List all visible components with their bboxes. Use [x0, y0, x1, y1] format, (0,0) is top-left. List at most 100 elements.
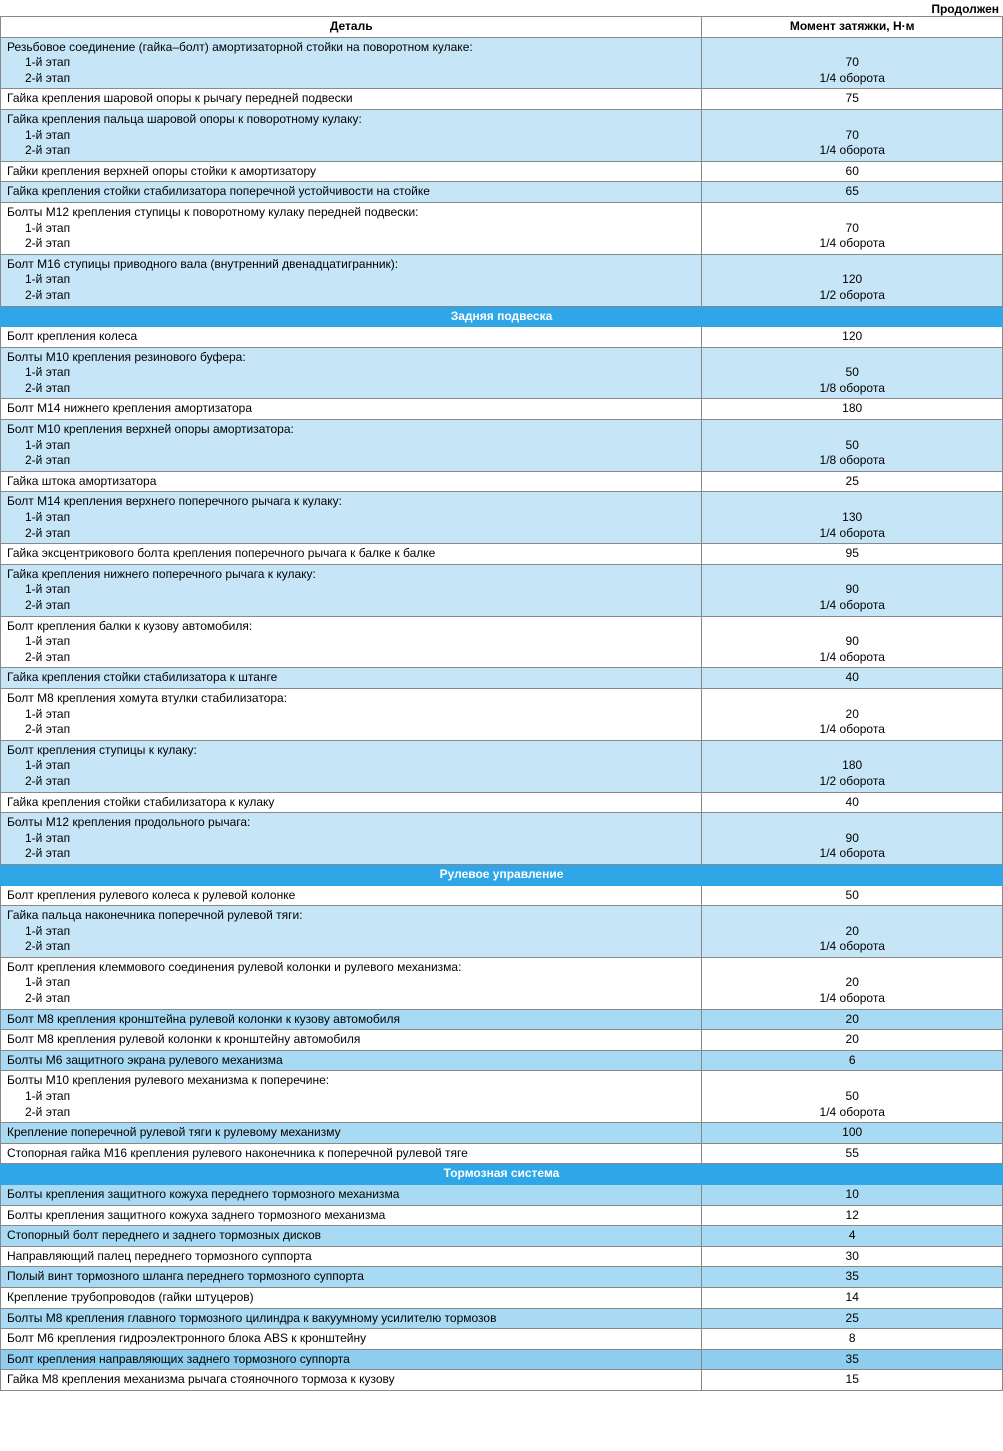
detail-cell: Болт М10 крепления верхней опоры амортиз… — [1, 420, 702, 472]
value-line: 1/4 оборота — [708, 991, 996, 1007]
value-cell: 60 — [702, 161, 1003, 182]
value-cell: 50 — [702, 885, 1003, 906]
value-line: 1/4 оборота — [708, 598, 996, 614]
detail-line-main: Болты М10 крепления резинового буфера: — [7, 350, 246, 364]
value-cell: 20 — [702, 1009, 1003, 1030]
value-cell: 75 — [702, 89, 1003, 110]
detail-cell: Гайка крепления пальца шаровой опоры к п… — [1, 109, 702, 161]
value-line: 1/4 оборота — [708, 143, 996, 159]
detail-line-sub: 1-й этап — [7, 582, 695, 598]
table-row: Болт крепления колеса120 — [1, 327, 1003, 348]
value-line: 70 — [708, 221, 996, 237]
detail-cell: Болт крепления балки к кузову автомобиля… — [1, 616, 702, 668]
table-row: Болты М12 крепления ступицы к поворотном… — [1, 202, 1003, 254]
detail-line-main: Болт М8 крепления хомута втулки стабилиз… — [7, 691, 287, 705]
value-cell: 65 — [702, 182, 1003, 203]
value-cell: 120 — [702, 327, 1003, 348]
detail-line-sub: 2-й этап — [7, 598, 695, 614]
detail-line-sub: 1-й этап — [7, 634, 695, 650]
detail-line-sub: 1-й этап — [7, 272, 695, 288]
detail-cell: Болты М6 защитного экрана рулевого механ… — [1, 1050, 702, 1071]
detail-line-main: Болт М10 крепления верхней опоры амортиз… — [7, 422, 294, 436]
value-cell: 4 — [702, 1226, 1003, 1247]
value-line: 1/4 оборота — [708, 846, 996, 862]
value-line: 20 — [708, 707, 996, 723]
detail-cell: Болт крепления рулевого колеса к рулевой… — [1, 885, 702, 906]
value-cell: 501/4 оборота — [702, 1071, 1003, 1123]
detail-line-sub: 2-й этап — [7, 453, 695, 469]
value-cell: 55 — [702, 1143, 1003, 1164]
section-header-label: Тормозная система — [1, 1164, 1003, 1185]
table-row: Гайка крепления стойки стабилизатора поп… — [1, 182, 1003, 203]
value-line — [708, 494, 996, 510]
value-cell: 95 — [702, 544, 1003, 565]
detail-cell: Болты М10 крепления рулевого механизма к… — [1, 1071, 702, 1123]
value-line: 120 — [708, 272, 996, 288]
value-line: 1/4 оборота — [708, 939, 996, 955]
detail-line-main: Болты М12 крепления ступицы к поворотном… — [7, 205, 419, 219]
detail-cell: Гайка пальца наконечника поперечной руле… — [1, 906, 702, 958]
table-row: Полый винт тормозного шланга переднего т… — [1, 1267, 1003, 1288]
table-row: Болт М14 нижнего крепления амортизатора1… — [1, 399, 1003, 420]
detail-cell: Болт М16 ступицы приводного вала (внутре… — [1, 254, 702, 306]
value-cell: 701/4 оборота — [702, 202, 1003, 254]
value-cell: 100 — [702, 1123, 1003, 1144]
detail-cell: Болты М12 крепления продольного рычага: 1… — [1, 813, 702, 865]
value-cell: 35 — [702, 1349, 1003, 1370]
value-line: 1/4 оборота — [708, 650, 996, 666]
value-line: 1/2 оборота — [708, 774, 996, 790]
value-line — [708, 350, 996, 366]
detail-line-sub: 2-й этап — [7, 71, 695, 87]
detail-line-sub: 2-й этап — [7, 722, 695, 738]
value-line: 130 — [708, 510, 996, 526]
detail-line-main: Гайка крепления пальца шаровой опоры к п… — [7, 112, 362, 126]
detail-line-main: Болты М10 крепления рулевого механизма к… — [7, 1073, 329, 1087]
value-line — [708, 422, 996, 438]
value-cell: 12 — [702, 1205, 1003, 1226]
table-row: Крепление трубопроводов (гайки штуцеров)… — [1, 1287, 1003, 1308]
value-line: 70 — [708, 55, 996, 71]
table-row: Болты М8 крепления главного тормозного ц… — [1, 1308, 1003, 1329]
detail-line-sub: 1-й этап — [7, 758, 695, 774]
value-cell: 35 — [702, 1267, 1003, 1288]
table-row: Гайка крепления стойки стабилизатора к ш… — [1, 668, 1003, 689]
value-line: 20 — [708, 975, 996, 991]
value-line — [708, 960, 996, 976]
value-line: 1/8 оборота — [708, 453, 996, 469]
detail-line-main: Болт крепления клеммового соединения рул… — [7, 960, 461, 974]
value-cell: 10 — [702, 1185, 1003, 1206]
table-row: Болт крепления балки к кузову автомобиля… — [1, 616, 1003, 668]
detail-cell: Болты М8 крепления главного тормозного ц… — [1, 1308, 702, 1329]
table-row: Гайка крепления стойки стабилизатора к к… — [1, 792, 1003, 813]
detail-cell: Болт крепления ступицы к кулаку:1-й этап… — [1, 740, 702, 792]
detail-line-sub: 1-й этап — [7, 1089, 695, 1105]
value-cell: 180 — [702, 399, 1003, 420]
detail-line-main: Болты М12 крепления продольного рычага: — [7, 815, 250, 829]
value-line: 70 — [708, 128, 996, 144]
value-cell: 201/4 оборота — [702, 957, 1003, 1009]
detail-cell: Крепление трубопроводов (гайки штуцеров) — [1, 1287, 702, 1308]
detail-cell: Болт М6 крепления гидроэлектронного блок… — [1, 1329, 702, 1350]
value-line — [708, 567, 996, 583]
detail-cell: Болт М8 крепления кронштейна рулевой кол… — [1, 1009, 702, 1030]
detail-line-sub: 2-й этап — [7, 143, 695, 159]
detail-line-sub: 1-й этап — [7, 221, 695, 237]
detail-cell: Гайки крепления верхней опоры стойки к а… — [1, 161, 702, 182]
value-line — [708, 205, 996, 221]
detail-line-sub: 2-й этап — [7, 236, 695, 252]
value-cell: 20 — [702, 1030, 1003, 1051]
value-cell: 14 — [702, 1287, 1003, 1308]
detail-cell: Болт М14 крепления верхнего поперечного … — [1, 492, 702, 544]
detail-line-sub: 2-й этап — [7, 846, 695, 862]
detail-cell: Болты М12 крепления ступицы к поворотном… — [1, 202, 702, 254]
value-line — [708, 815, 996, 831]
detail-line-sub: 2-й этап — [7, 991, 695, 1007]
table-row: Болт М8 крепления рулевой колонки к крон… — [1, 1030, 1003, 1051]
detail-line-sub: 2-й этап — [7, 774, 695, 790]
detail-cell: Болт крепления колеса — [1, 327, 702, 348]
detail-cell: Полый винт тормозного шланга переднего т… — [1, 1267, 702, 1288]
detail-line-sub: 1-й этап — [7, 831, 695, 847]
value-cell: 501/8 оборота — [702, 420, 1003, 472]
value-cell: 201/4 оборота — [702, 688, 1003, 740]
detail-line-main: Болт М14 крепления верхнего поперечного … — [7, 494, 342, 508]
